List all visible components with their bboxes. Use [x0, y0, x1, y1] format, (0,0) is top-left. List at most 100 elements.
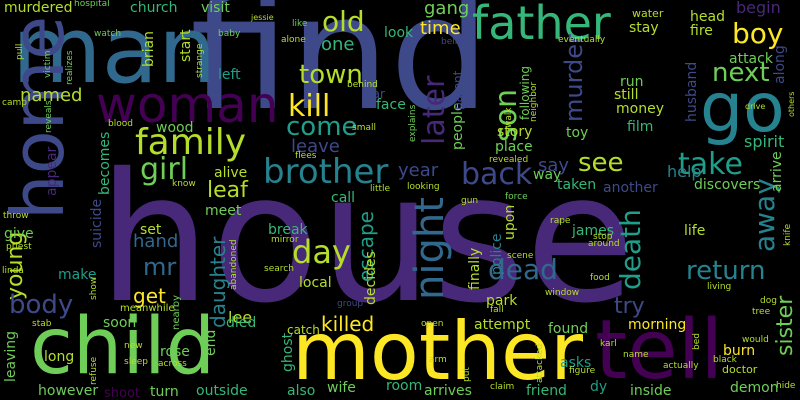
word-taken: taken: [557, 177, 597, 193]
word-along: along: [772, 45, 788, 84]
word-brian: brian: [141, 31, 157, 67]
word-girl: girl: [140, 152, 189, 187]
word-found: found: [548, 321, 589, 337]
word-meet: meet: [205, 203, 242, 219]
word-attack: attack: [729, 51, 773, 67]
word-soon: soon: [103, 315, 137, 331]
word-mother: mother: [292, 305, 584, 398]
word-set: set: [140, 222, 162, 238]
word-run: run: [620, 74, 644, 90]
word-refuse: refuse: [89, 356, 99, 385]
word-group: group: [337, 299, 364, 309]
word-open: open: [421, 319, 444, 329]
word-figure: figure: [569, 366, 596, 376]
word-man: man: [12, 0, 217, 104]
word-burn: burn: [723, 343, 756, 359]
word-across: across: [158, 359, 187, 369]
word-bed: bed: [692, 333, 702, 350]
word-upon: upon: [502, 204, 518, 240]
word-linda: linda: [2, 266, 24, 276]
word-year: year: [398, 160, 439, 181]
word-fall: fall: [490, 305, 504, 315]
word-brother: brother: [263, 152, 389, 192]
word-finally: finally: [467, 247, 483, 290]
word-realizes: realizes: [65, 50, 75, 85]
word-hand: hand: [133, 231, 179, 252]
word-hospital: hospital: [74, 0, 110, 9]
word-day: day: [292, 233, 351, 271]
word-story: story: [497, 124, 533, 140]
word-later: later: [417, 75, 452, 145]
word-end: end: [203, 329, 219, 356]
word-attacked: attacked: [535, 343, 545, 383]
word-hide: hide: [776, 381, 796, 391]
word-kill: kill: [288, 89, 331, 124]
word-lee: lee: [228, 308, 253, 327]
word-life: life: [684, 223, 706, 239]
word-dog: dog: [760, 296, 777, 306]
word-another: another: [603, 180, 658, 196]
word-leave: leave: [291, 136, 340, 157]
word-head: head: [690, 9, 725, 25]
word-parent: parent: [451, 70, 465, 110]
word-mirror: mirror: [271, 235, 299, 245]
word-break: break: [268, 222, 308, 238]
word-catch: catch: [287, 323, 320, 337]
word-appear: appear: [44, 146, 60, 196]
word-little: little: [370, 184, 391, 194]
word-small: small: [352, 123, 376, 133]
word-arrive: arrive: [769, 151, 785, 192]
word-way: way: [533, 167, 562, 183]
word-night: night: [407, 197, 453, 300]
word-tree: tree: [752, 307, 771, 317]
word-go: go: [700, 69, 785, 148]
word-child: child: [30, 302, 216, 392]
word-baby: baby: [218, 29, 241, 39]
word-alive: alive: [214, 165, 248, 181]
word-rose: rose: [160, 344, 190, 360]
word-murdered: murdered: [4, 0, 73, 16]
word-neighbor: neighbor: [529, 81, 539, 122]
word-place: place: [495, 139, 533, 155]
word-window: window: [545, 288, 580, 298]
word-actually: actually: [663, 361, 699, 371]
word-camp: camp: [2, 98, 27, 108]
word-start: start: [178, 29, 194, 62]
word-inside: inside: [630, 383, 672, 399]
word-father: father: [472, 0, 611, 50]
word-ghost: ghost: [280, 332, 296, 372]
word-suicide: suicide: [89, 198, 105, 248]
word-still: still: [614, 87, 639, 103]
word-alone: alone: [281, 35, 306, 45]
word-family: family: [135, 122, 247, 163]
word-leaving: leaving: [3, 330, 19, 382]
word-get: get: [133, 284, 166, 308]
word-death: death: [614, 209, 647, 290]
word-explains: explains: [408, 104, 418, 142]
word-one: one: [321, 34, 355, 55]
word-around: around: [588, 239, 620, 249]
word-named: named: [20, 85, 83, 106]
word-asks: asks: [560, 355, 592, 371]
word-turn: turn: [150, 384, 179, 400]
word-say: say: [538, 155, 570, 176]
word-pull: pull: [15, 43, 25, 60]
word-back: back: [461, 157, 533, 192]
word-mr: mr: [143, 253, 177, 281]
word-stop: stop: [593, 232, 613, 242]
word-abandoned: abandoned: [229, 239, 239, 290]
word-new: new: [124, 341, 143, 351]
word-begin: begin: [736, 0, 781, 17]
word-outside: outside: [196, 383, 248, 399]
word-wife: wife: [327, 380, 356, 396]
word-scene: scene: [507, 251, 534, 261]
word-know: know: [172, 179, 196, 189]
word-died: died: [226, 315, 257, 331]
word-gang: gang: [424, 0, 470, 19]
word-meanwhile: meanwhile: [120, 303, 175, 314]
word-demon: demon: [730, 380, 779, 396]
word-revealed: revealed: [489, 155, 529, 165]
word-flees: flees: [295, 151, 317, 161]
word-james: james: [572, 223, 615, 239]
word-husband: husband: [684, 61, 700, 122]
